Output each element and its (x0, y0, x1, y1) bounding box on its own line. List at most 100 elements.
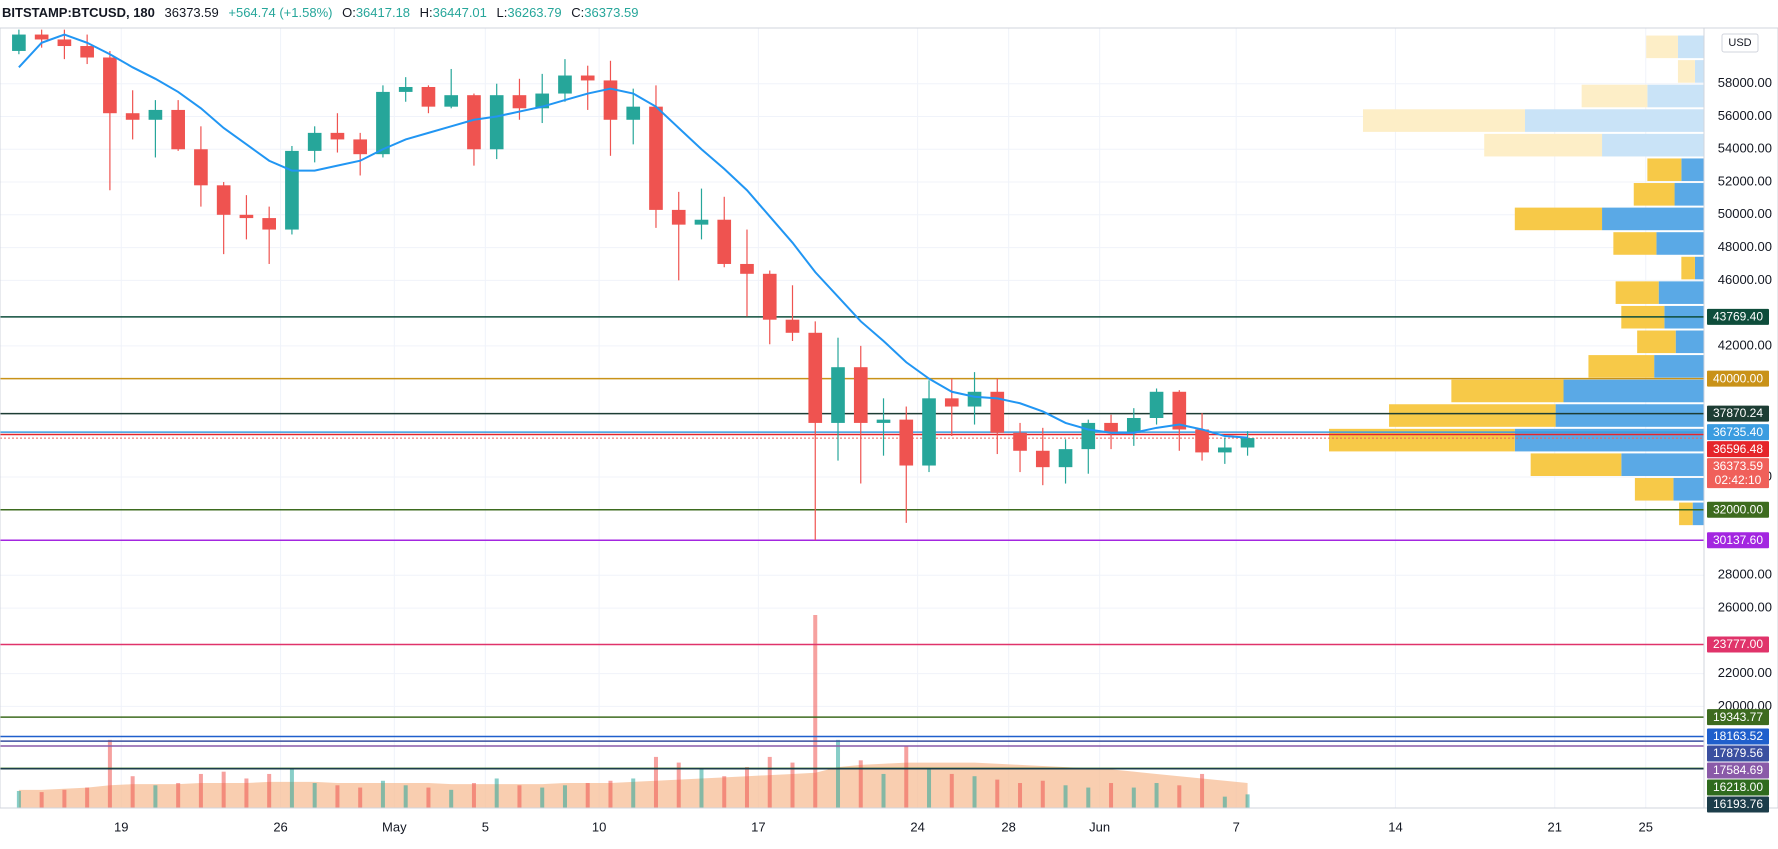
price-tag-label: 18163.52 (1713, 729, 1763, 743)
volume-bar (16, 790, 21, 808)
x-tick-label: May (382, 819, 407, 834)
volume-bar (267, 773, 272, 808)
price-tag (1707, 424, 1769, 441)
price-tag (1707, 709, 1769, 726)
candle-body (239, 214, 254, 219)
candle-body (285, 150, 299, 230)
volume-bar (927, 768, 932, 808)
candle-body (990, 391, 1005, 433)
volume-bar (836, 739, 841, 808)
price-tag-label: 43769.40 (1713, 310, 1763, 324)
candle-body (34, 34, 49, 40)
candle-body (262, 218, 276, 230)
profile-up (1613, 232, 1657, 255)
x-tick-label: 25 (1639, 819, 1653, 834)
candle-body (831, 367, 845, 423)
candle-body (80, 46, 94, 58)
volume-bar (1131, 787, 1136, 808)
price-tag-label: 30137.60 (1713, 533, 1763, 547)
candle-body (57, 39, 72, 47)
profile-down (1677, 35, 1704, 59)
y-tick-label: 28000.00 (1718, 567, 1772, 582)
price-tag-label: 17879.56 (1713, 746, 1763, 760)
candle-body (330, 132, 345, 140)
candle-body (171, 109, 185, 150)
candle-body (671, 209, 686, 225)
ohlc-name: H: (420, 5, 433, 20)
candle-body (512, 95, 527, 109)
grid (0, 28, 1704, 808)
volume-bar (62, 789, 67, 808)
volume-bar (1222, 796, 1227, 808)
ohlc-name: L: (497, 5, 508, 20)
candle-body (467, 95, 481, 150)
candle-body (762, 273, 777, 320)
candle-body (649, 106, 663, 210)
price-tag (1707, 370, 1769, 387)
price-tag-label: 40000.00 (1713, 371, 1763, 385)
x-tick-label: 14 (1388, 819, 1402, 834)
volume-bar (312, 783, 317, 808)
last-text: 36373.59 (165, 5, 219, 20)
candle-body (603, 80, 618, 120)
volume-profile (1329, 35, 1704, 526)
volume-bar (722, 776, 727, 808)
profile-down (1694, 60, 1704, 83)
volume-bar (130, 776, 135, 808)
y-tick-label: 58000.00 (1718, 75, 1772, 90)
volume-bar (540, 787, 545, 808)
candle-body (1104, 422, 1118, 433)
candle-body (717, 219, 732, 264)
price-tag (1707, 458, 1769, 489)
candle-body (1035, 450, 1050, 468)
volume-bar (1154, 783, 1159, 808)
volume-bar (790, 762, 795, 808)
candle-body (944, 398, 959, 407)
candle-body (307, 132, 322, 151)
profile-up (1646, 35, 1678, 59)
candle-body (103, 57, 117, 114)
ohlc-name: O: (342, 5, 356, 20)
volume-bar (1086, 787, 1091, 808)
candle-body (1172, 391, 1187, 430)
candle-body (1081, 422, 1096, 450)
volume-bar (471, 783, 476, 808)
x-tick-label: 5 (482, 819, 489, 834)
price-tag-label: 32000.00 (1713, 502, 1763, 516)
y-tick-label: 42000.00 (1718, 337, 1772, 352)
volume-bar (653, 756, 658, 808)
volume-bar (85, 787, 90, 808)
price-tag-label: 36596.48 (1713, 442, 1763, 456)
ohlc-value: 36447.01 (433, 5, 487, 20)
price-tag-label: 37870.24 (1713, 406, 1763, 420)
ohlc-name: C: (571, 5, 584, 20)
candle-body (899, 419, 914, 466)
volume-bar (198, 773, 203, 808)
profile-up (1633, 183, 1675, 206)
profile-up (1588, 355, 1655, 378)
volume-bar (767, 756, 772, 808)
y-tick-label: 52000.00 (1718, 173, 1772, 188)
price-tag (1707, 745, 1769, 762)
price-tag (1707, 728, 1769, 745)
candle-body (125, 113, 140, 120)
candle-body (398, 86, 413, 92)
volume-bar (221, 771, 226, 808)
currency-box[interactable] (1721, 33, 1759, 53)
x-tick-label: Jun (1089, 819, 1110, 834)
volume-bar (881, 773, 886, 808)
currency[interactable]: USD (1728, 37, 1751, 49)
ohlc-value: 36417.18 (356, 5, 410, 20)
profile-up (1647, 158, 1682, 182)
x-tick-label: 19 (114, 819, 128, 834)
price-tag (1707, 501, 1769, 518)
volume-bar (972, 776, 977, 808)
candle-body (922, 398, 936, 466)
level-lines (0, 316, 1704, 770)
volume-bar (517, 785, 522, 808)
profile-up (1637, 330, 1676, 354)
candle-body (376, 91, 390, 155)
volume-bar (631, 778, 636, 808)
header: BITSTAMP:BTCUSD, 180 36373.59 +564.74 (+… (2, 5, 638, 20)
volume-bar (244, 778, 249, 808)
